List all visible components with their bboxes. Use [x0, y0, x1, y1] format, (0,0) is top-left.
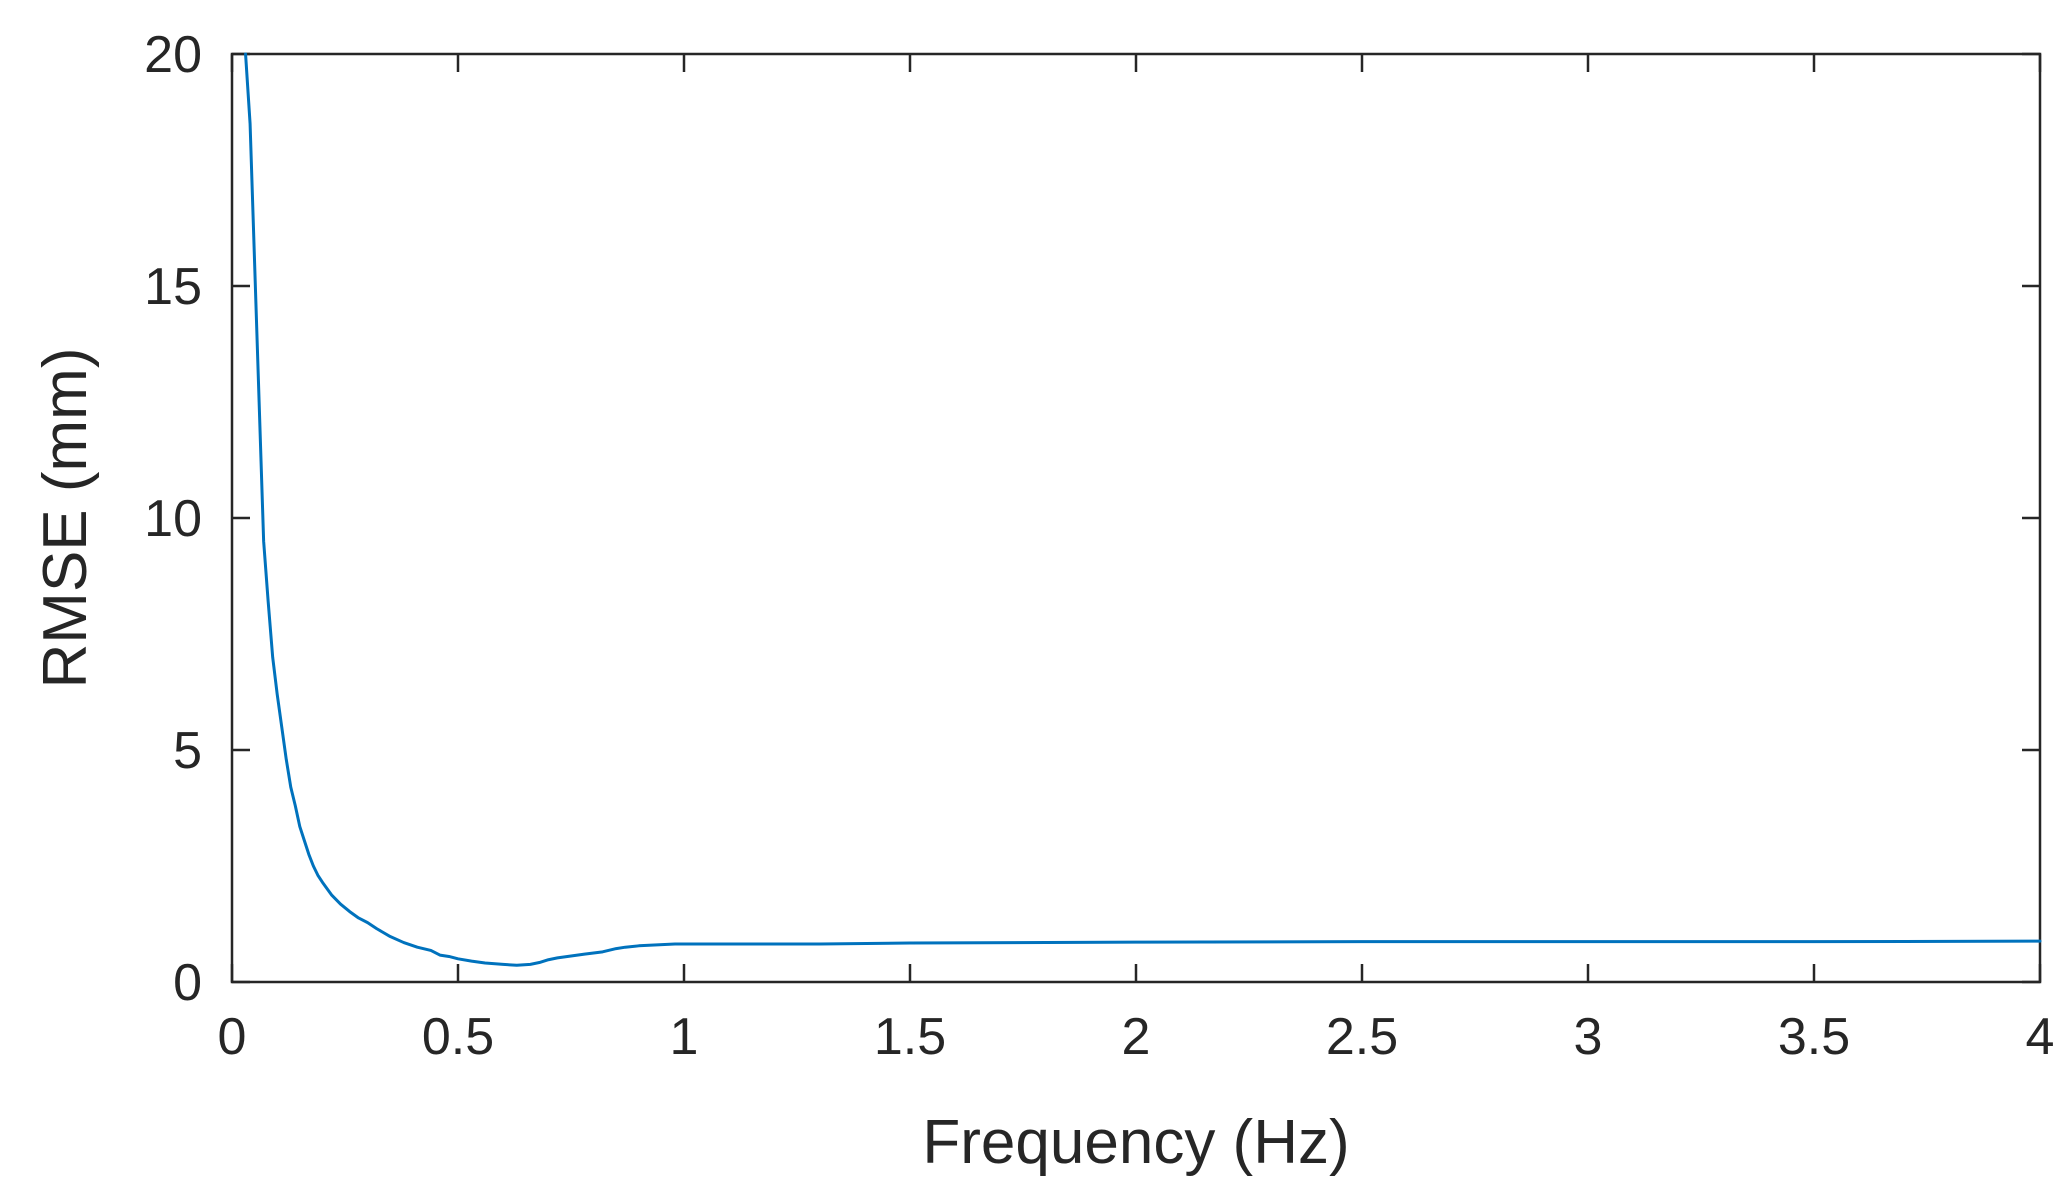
x-tick-label: 1.5 — [874, 1008, 946, 1066]
tick-labels: 0 0.5 1 1.5 2 2.5 3 3.5 4 0 5 10 15 20 — [144, 26, 2054, 1066]
y-tick-label: 15 — [144, 258, 202, 316]
y-tick-label: 20 — [144, 26, 202, 84]
y-tick-label: 10 — [144, 490, 202, 548]
x-tick-label: 1 — [670, 1008, 699, 1066]
x-tick-label: 0 — [218, 1008, 247, 1066]
y-tick-label: 0 — [173, 954, 202, 1012]
x-tick-label: 0.5 — [422, 1008, 494, 1066]
y-axis-label: RMSE (mm) — [31, 348, 100, 689]
rmse-series-line — [244, 52, 2042, 967]
x-tick-label: 3.5 — [1778, 1008, 1850, 1066]
x-axis-label: Frequency (Hz) — [922, 1108, 1349, 1177]
x-tick-label: 4 — [2026, 1008, 2055, 1066]
axis-ticks — [230, 52, 2042, 984]
x-tick-label: 3 — [1574, 1008, 1603, 1066]
y-tick-label: 5 — [173, 722, 202, 780]
x-tick-label: 2.5 — [1326, 1008, 1398, 1066]
x-tick-label: 2 — [1122, 1008, 1151, 1066]
